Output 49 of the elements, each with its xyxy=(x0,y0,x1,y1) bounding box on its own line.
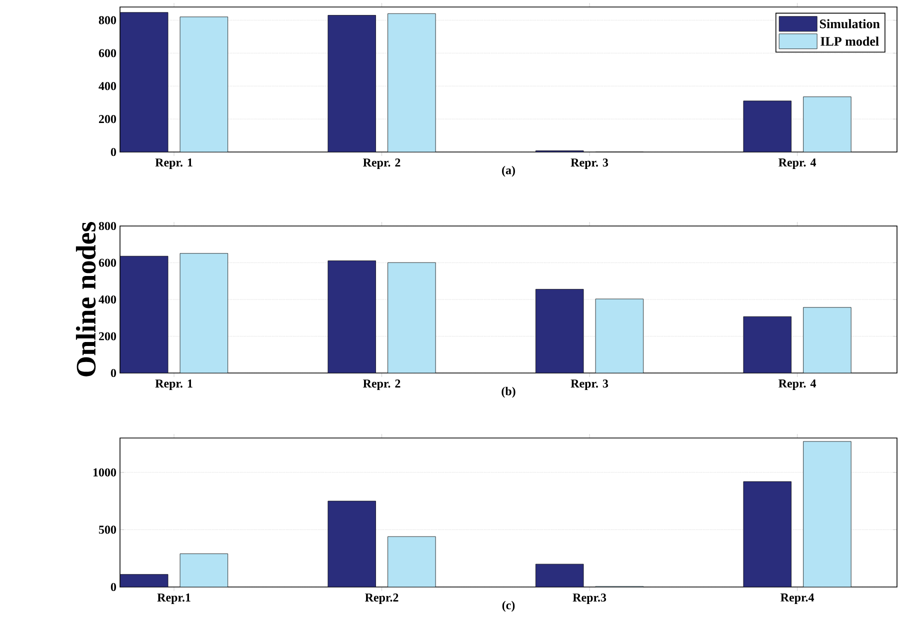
bar xyxy=(328,260,376,373)
y-tick-label: 0 xyxy=(110,148,116,156)
y-tick-label: 500 xyxy=(98,526,116,534)
legend-label: Simulation xyxy=(820,19,880,28)
x-tick-label: Repr. 1 xyxy=(155,158,192,169)
y-tick-label: 200 xyxy=(98,332,116,340)
bar xyxy=(328,500,376,587)
y-tick-label: 800 xyxy=(98,16,116,24)
bar xyxy=(803,96,852,152)
bar xyxy=(388,262,436,373)
x-tick-label: Repr.1 xyxy=(157,594,190,604)
bar xyxy=(120,256,168,373)
x-tick-label: Repr. 3 xyxy=(570,380,608,390)
bar xyxy=(743,481,792,587)
x-tick-label: Repr. 4 xyxy=(778,158,816,169)
legend-label: ILP model xyxy=(820,36,879,46)
bar xyxy=(595,298,644,373)
x-tick-label: Repr. 1 xyxy=(155,380,192,390)
y-tick-label: 600 xyxy=(98,49,116,58)
bar xyxy=(536,564,584,587)
bar xyxy=(388,13,436,152)
y-axis-title: Online nodes xyxy=(76,222,96,376)
x-tick-label: Repr.4 xyxy=(780,594,814,604)
y-tick-label: 200 xyxy=(98,114,116,124)
bar xyxy=(743,316,792,373)
bar xyxy=(180,554,228,587)
x-tick-label: Repr. 2 xyxy=(363,380,400,390)
bar xyxy=(120,574,168,587)
bar xyxy=(536,289,584,373)
x-axis-title: (b) xyxy=(502,386,516,398)
y-tick-label: 600 xyxy=(98,258,116,267)
x-tick-label: Repr. 2 xyxy=(363,158,400,170)
x-tick-label: Repr. 4 xyxy=(778,380,816,390)
bar xyxy=(180,16,228,152)
x-tick-label: Repr.2 xyxy=(365,594,398,604)
bar xyxy=(388,536,436,587)
y-tick-label: 0 xyxy=(110,582,116,592)
y-tick-label: 800 xyxy=(98,222,116,230)
x-tick-label: Repr.3 xyxy=(572,594,606,604)
y-tick-label: 0 xyxy=(110,368,116,378)
x-axis-title: (a) xyxy=(502,166,515,177)
bar xyxy=(803,441,852,587)
bar xyxy=(803,307,852,373)
y-tick-label: 1000 xyxy=(93,468,116,476)
x-axis-title: (c) xyxy=(502,600,515,612)
bar xyxy=(180,253,228,373)
y-tick-label: 400 xyxy=(98,295,116,304)
y-tick-label: 400 xyxy=(98,82,116,90)
x-tick-label: Repr. 3 xyxy=(570,158,608,170)
